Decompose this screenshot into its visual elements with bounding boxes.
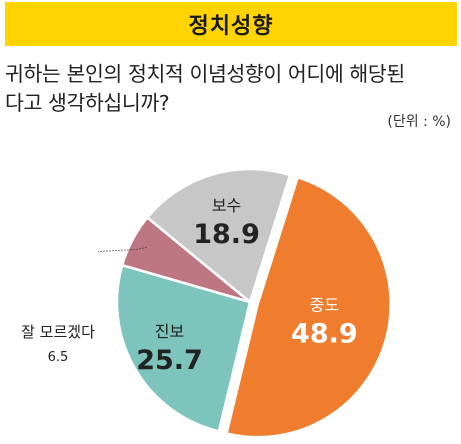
question-line-2: 다고 생각하십니까? <box>5 91 170 115</box>
slice-label-dont-know: 잘 모르겠다 <box>21 323 95 341</box>
leader-line-dont-know <box>97 247 147 252</box>
pie-slice-progressive <box>115 263 252 433</box>
slice-value-dont-know: 6.5 <box>48 350 69 365</box>
slice-label-progressive: 진보 <box>155 322 184 341</box>
slice-value-conservative: 18.9 <box>193 219 260 250</box>
slice-value-center: 48.9 <box>291 319 358 350</box>
question-line-1: 귀하는 본인의 정치적 이념성향이 어디에 해당된 <box>5 62 405 86</box>
slice-value-progressive: 25.7 <box>136 345 203 376</box>
pie-slice-center <box>225 175 392 439</box>
pie-slice-conservative <box>145 167 292 305</box>
question-text: 귀하는 본인의 정치적 이념성향이 어디에 해당된 다고 생각하십니까? <box>5 60 457 118</box>
unit-label: (단위 : %) <box>387 114 451 130</box>
page-title: 정치성향 <box>188 14 274 39</box>
slice-label-center: 중도 <box>310 296 339 315</box>
slice-label-conservative: 보수 <box>212 196 241 215</box>
title-banner: 정치성향 <box>5 2 457 46</box>
